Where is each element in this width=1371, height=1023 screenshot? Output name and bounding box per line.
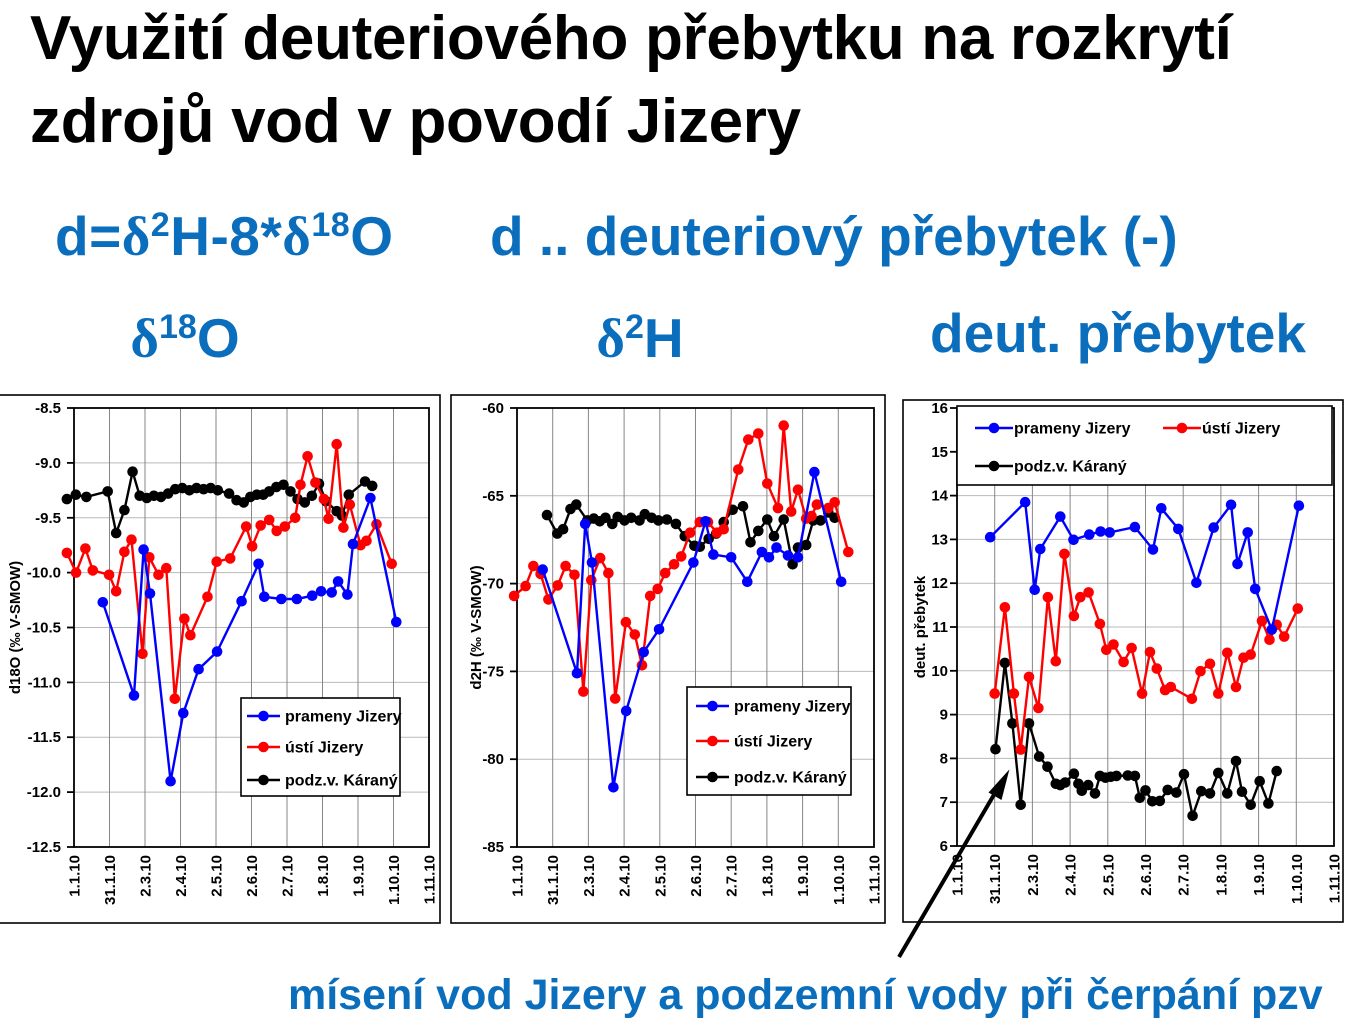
- svg-text:-10.5: -10.5: [27, 620, 61, 637]
- svg-text:2.6.10: 2.6.10: [1138, 854, 1155, 896]
- svg-text:podz.v. Káraný: podz.v. Káraný: [734, 770, 847, 787]
- svg-text:12: 12: [931, 575, 948, 592]
- svg-text:ústí Jizery: ústí Jizery: [285, 740, 363, 757]
- svg-text:2.6.10: 2.6.10: [244, 855, 261, 897]
- svg-text:2.4.10: 2.4.10: [173, 855, 190, 897]
- svg-text:-12.5: -12.5: [27, 839, 61, 856]
- svg-text:1.10.10: 1.10.10: [1289, 854, 1306, 904]
- svg-text:-65: -65: [482, 488, 504, 505]
- svg-text:2.3.10: 2.3.10: [1025, 854, 1042, 896]
- svg-text:-75: -75: [482, 663, 504, 680]
- svg-text:16: 16: [931, 400, 948, 417]
- svg-text:-11.5: -11.5: [28, 729, 61, 746]
- svg-text:1.8.10: 1.8.10: [315, 855, 332, 897]
- svg-text:2.5.10: 2.5.10: [652, 855, 669, 897]
- svg-text:10: 10: [931, 663, 948, 680]
- svg-text:1.1.10: 1.1.10: [67, 855, 84, 897]
- svg-text:podz.v. Káraný: podz.v. Káraný: [1014, 459, 1127, 476]
- svg-text:-80: -80: [482, 751, 504, 768]
- svg-text:2.6.10: 2.6.10: [688, 855, 705, 897]
- svg-text:ústí Jizery: ústí Jizery: [734, 734, 812, 751]
- svg-text:1.10.10: 1.10.10: [831, 855, 848, 905]
- svg-text:7: 7: [940, 794, 948, 811]
- svg-text:prameny Jizery: prameny Jizery: [734, 699, 851, 716]
- svg-text:8: 8: [940, 750, 948, 767]
- svg-text:1.8.10: 1.8.10: [759, 855, 776, 897]
- svg-text:-60: -60: [482, 400, 504, 417]
- svg-text:2.5.10: 2.5.10: [1100, 854, 1117, 896]
- svg-text:d18O (‰ V-SMOW): d18O (‰ V-SMOW): [7, 561, 24, 694]
- svg-text:14: 14: [931, 488, 948, 505]
- svg-text:-9.0: -9.0: [35, 455, 61, 472]
- svg-text:1.1.10: 1.1.10: [950, 854, 967, 896]
- svg-text:2.7.10: 2.7.10: [1176, 854, 1193, 896]
- svg-text:15: 15: [931, 444, 948, 461]
- svg-text:1.8.10: 1.8.10: [1213, 854, 1230, 896]
- svg-text:deut. přebytek: deut. přebytek: [912, 575, 929, 678]
- svg-text:-11.0: -11.0: [28, 674, 61, 691]
- svg-text:2.7.10: 2.7.10: [724, 855, 741, 897]
- svg-text:-8.5: -8.5: [35, 400, 61, 417]
- svg-text:-85: -85: [482, 839, 504, 856]
- svg-text:1.10.10: 1.10.10: [386, 855, 403, 905]
- svg-text:2.5.10: 2.5.10: [209, 855, 226, 897]
- svg-text:2.4.10: 2.4.10: [1063, 854, 1080, 896]
- svg-text:13: 13: [931, 531, 948, 548]
- svg-text:2.3.10: 2.3.10: [138, 855, 155, 897]
- svg-text:prameny Jizery: prameny Jizery: [1014, 421, 1131, 438]
- svg-text:2.3.10: 2.3.10: [581, 855, 598, 897]
- svg-text:9: 9: [940, 707, 948, 724]
- svg-text:6: 6: [940, 838, 948, 855]
- svg-text:1.11.10: 1.11.10: [867, 855, 884, 904]
- svg-text:1.9.10: 1.9.10: [795, 855, 812, 897]
- svg-text:1.9.10: 1.9.10: [351, 855, 368, 897]
- svg-text:podz.v. Káraný: podz.v. Káraný: [285, 773, 398, 790]
- svg-text:ústí Jizery: ústí Jizery: [1202, 421, 1280, 438]
- svg-text:1.11.10: 1.11.10: [422, 855, 439, 904]
- svg-text:-10.0: -10.0: [27, 565, 61, 582]
- svg-text:-70: -70: [482, 576, 504, 593]
- svg-text:31.1.10: 31.1.10: [102, 855, 119, 905]
- svg-text:31.1.10: 31.1.10: [545, 855, 562, 905]
- svg-text:1.11.10: 1.11.10: [1327, 854, 1344, 903]
- svg-text:11: 11: [932, 619, 948, 636]
- svg-text:-9.5: -9.5: [35, 510, 61, 527]
- svg-text:31.1.10: 31.1.10: [987, 854, 1004, 904]
- svg-text:1.9.10: 1.9.10: [1251, 854, 1268, 896]
- svg-text:2.7.10: 2.7.10: [280, 855, 297, 897]
- svg-text:-12.0: -12.0: [27, 784, 61, 801]
- svg-text:2.4.10: 2.4.10: [617, 855, 634, 897]
- svg-text:d2H (‰ V-SMOW): d2H (‰ V-SMOW): [468, 565, 485, 689]
- svg-text:prameny Jizery: prameny Jizery: [285, 709, 402, 726]
- svg-text:1.1.10: 1.1.10: [510, 855, 527, 897]
